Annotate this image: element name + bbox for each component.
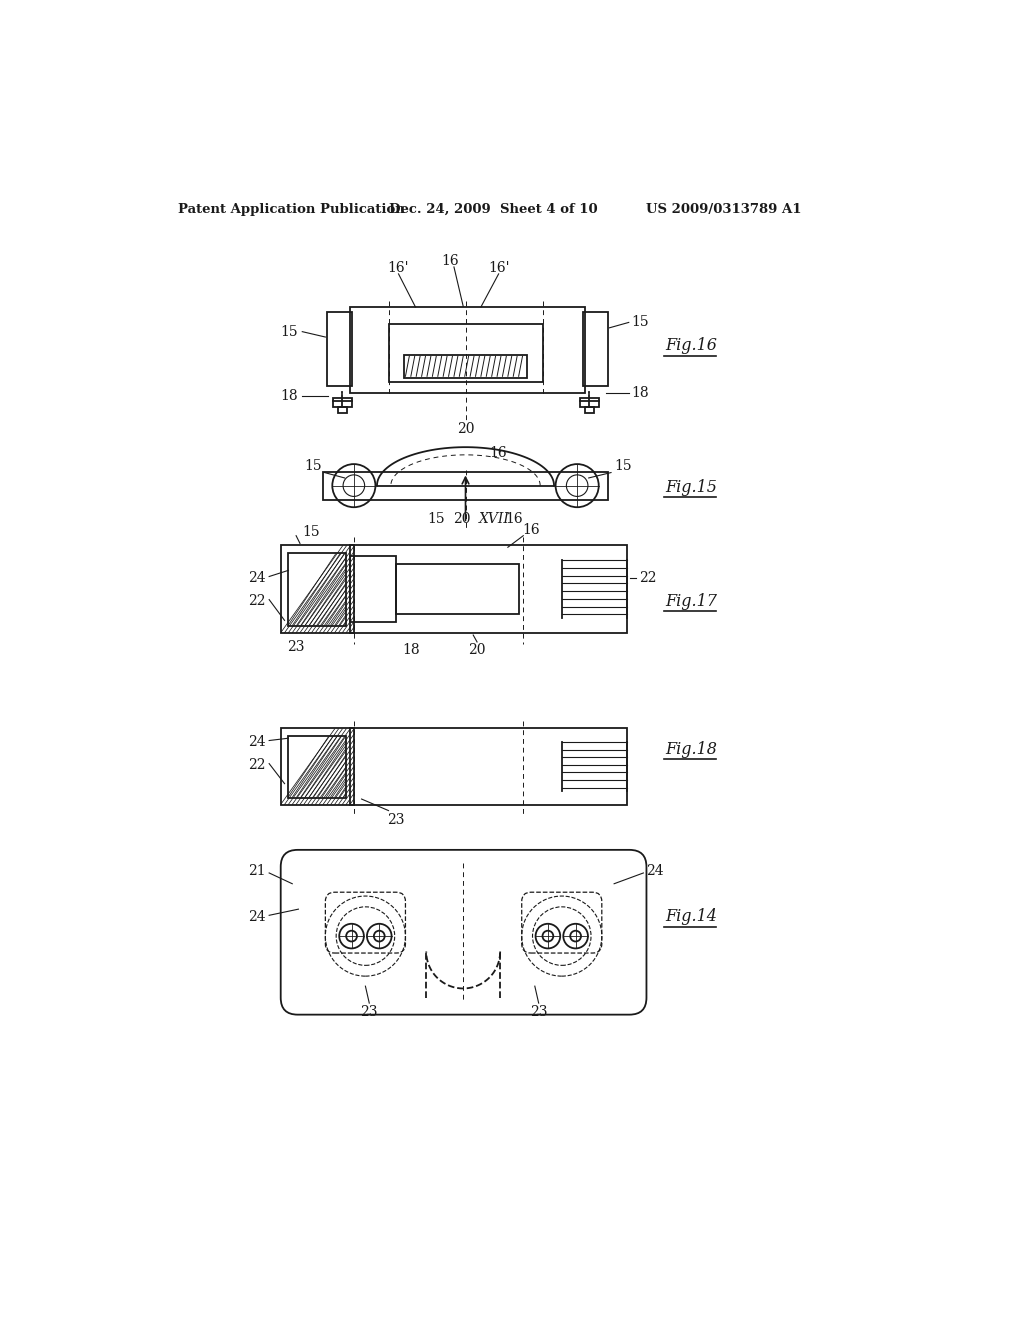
Text: Patent Application Publication: Patent Application Publication — [178, 203, 406, 216]
Bar — [350, 545, 628, 634]
Bar — [338, 407, 347, 413]
Text: Fig.14: Fig.14 — [666, 908, 718, 925]
Bar — [350, 308, 585, 393]
Text: 16: 16 — [506, 512, 523, 525]
Bar — [281, 729, 354, 805]
Text: 16': 16' — [487, 261, 509, 275]
Text: 16: 16 — [489, 446, 507, 461]
Text: 23: 23 — [288, 640, 305, 655]
Text: 16': 16' — [388, 261, 410, 275]
Bar — [388, 323, 543, 381]
Text: 24: 24 — [248, 572, 265, 585]
Text: Fig.18: Fig.18 — [666, 742, 718, 758]
Text: 23: 23 — [360, 1006, 378, 1019]
Text: 15: 15 — [304, 459, 322, 474]
Text: 15: 15 — [281, 325, 298, 339]
Text: Fig.17: Fig.17 — [666, 593, 718, 610]
Text: 24: 24 — [646, 863, 665, 878]
Text: 18: 18 — [402, 644, 421, 657]
Text: 23: 23 — [387, 813, 404, 826]
Text: 20: 20 — [468, 644, 485, 657]
Text: 15: 15 — [614, 459, 632, 474]
Text: 21: 21 — [248, 863, 265, 878]
Text: 15: 15 — [631, 315, 648, 330]
Bar — [396, 564, 519, 614]
Bar — [333, 397, 351, 407]
Text: 15: 15 — [427, 512, 445, 525]
Bar — [281, 545, 354, 634]
Bar — [585, 407, 594, 413]
Bar — [323, 471, 608, 499]
Text: 24: 24 — [248, 735, 265, 748]
Text: 20: 20 — [457, 422, 474, 436]
Bar — [403, 355, 527, 378]
Bar — [581, 397, 599, 407]
Text: 16: 16 — [441, 253, 459, 268]
Bar — [584, 313, 608, 385]
Text: US 2009/0313789 A1: US 2009/0313789 A1 — [646, 203, 802, 216]
Text: 23: 23 — [529, 1006, 548, 1019]
Text: 15: 15 — [303, 525, 321, 539]
Text: Fig.15: Fig.15 — [666, 479, 718, 496]
Bar — [327, 313, 351, 385]
Bar — [289, 737, 346, 797]
Text: 22: 22 — [639, 572, 656, 585]
Text: XVII: XVII — [478, 512, 510, 525]
Text: 18: 18 — [281, 388, 298, 403]
Text: Dec. 24, 2009  Sheet 4 of 10: Dec. 24, 2009 Sheet 4 of 10 — [388, 203, 597, 216]
Text: Fig.16: Fig.16 — [666, 337, 718, 354]
Text: 18: 18 — [631, 387, 648, 400]
Text: 22: 22 — [248, 758, 265, 772]
Bar — [350, 729, 628, 805]
Bar — [350, 557, 396, 622]
Bar — [289, 553, 346, 626]
Text: 24: 24 — [248, 909, 265, 924]
Text: 16: 16 — [522, 523, 540, 537]
Text: 20: 20 — [453, 512, 470, 525]
Text: 22: 22 — [248, 594, 265, 609]
